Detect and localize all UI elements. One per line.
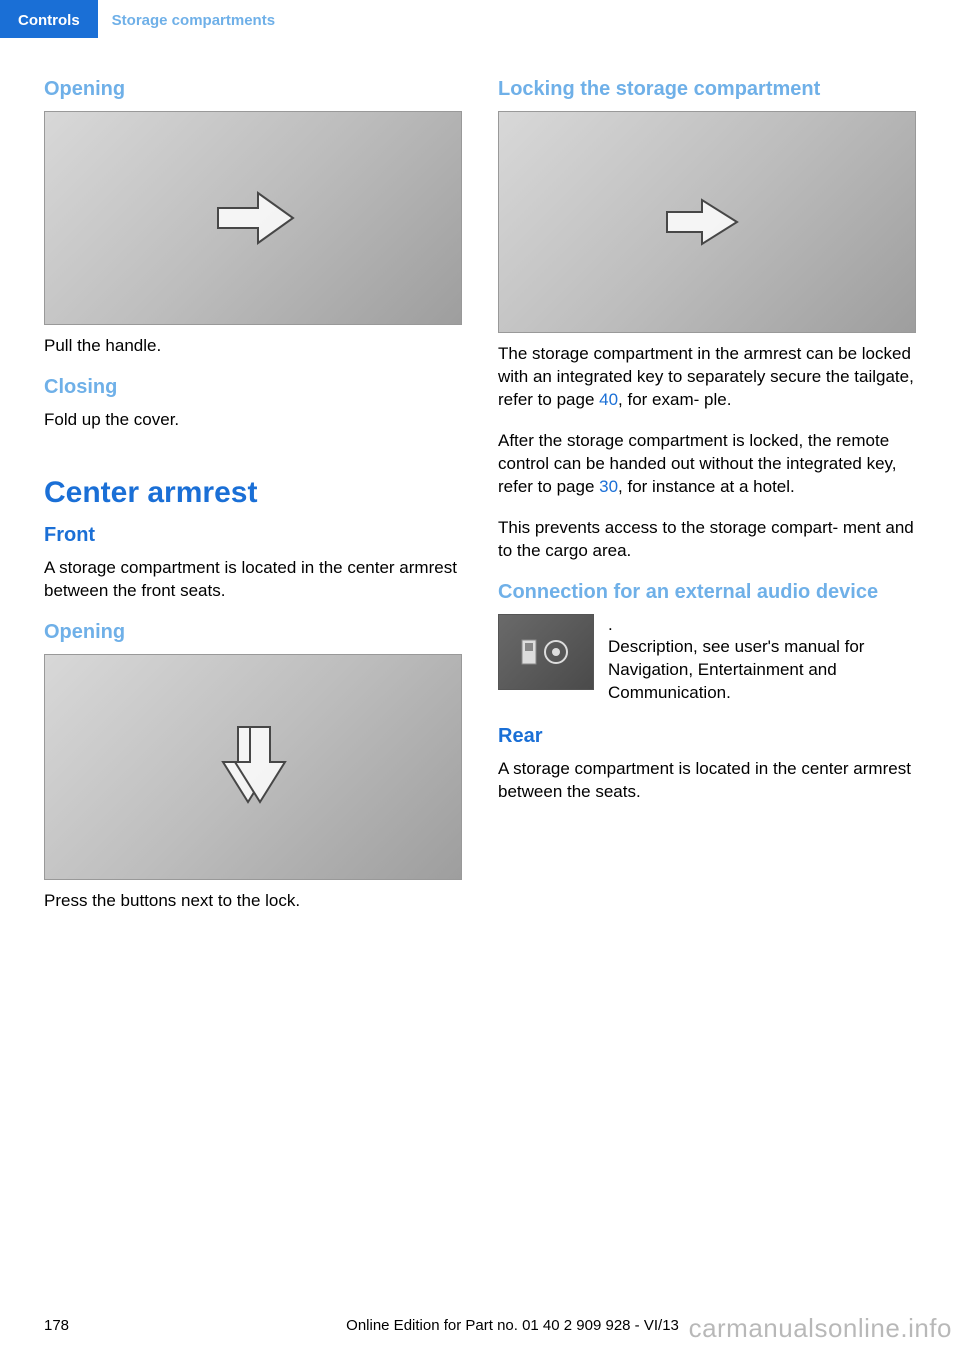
caption-opening: Pull the handle.: [44, 335, 462, 358]
usb-aux-icon: [516, 632, 576, 672]
header-tab-controls: Controls: [0, 0, 98, 38]
text-locking-p1: The storage compartment in the armrest c…: [498, 343, 916, 412]
heading-front: Front: [44, 524, 462, 547]
text-closing: Fold up the cover.: [44, 409, 462, 432]
figure-audio-port: [498, 614, 594, 690]
header-bar: Controls Storage compartments: [0, 0, 960, 38]
heading-opening-2: Opening: [44, 621, 462, 644]
heading-locking: Locking the storage compartment: [498, 78, 916, 101]
text-front: A storage compartment is located in the …: [44, 557, 462, 603]
text-locking-p3: This prevents access to the storage comp…: [498, 517, 916, 563]
left-column: Opening Pull the handle. Closing Fold up…: [44, 78, 462, 931]
text-locking-p2: After the storage compartment is locked,…: [498, 430, 916, 499]
header-tab-storage: Storage compartments: [98, 0, 293, 38]
caption-opening-2: Press the buttons next to the lock.: [44, 890, 462, 913]
text-locking-p2b: , for instance at a hotel.: [618, 477, 795, 496]
page-ref-30[interactable]: 30: [599, 477, 618, 496]
heading-opening: Opening: [44, 78, 462, 101]
page-ref-40[interactable]: 40: [599, 390, 618, 409]
page-number: 178: [44, 1317, 69, 1334]
figure-opening-handle: [44, 111, 462, 325]
figure-locking: [498, 111, 916, 333]
text-locking-p1b: , for exam‐ ple.: [618, 390, 731, 409]
arrow-right-icon: [208, 183, 298, 253]
connection-text: Description, see user's manual for Navig…: [608, 636, 916, 705]
figure-opening-buttons: [44, 654, 462, 880]
heading-connection: Connection for an external audio device: [498, 581, 916, 604]
text-rear: A storage compartment is located in the …: [498, 758, 916, 804]
connection-dot: .: [608, 614, 916, 637]
content-area: Opening Pull the handle. Closing Fold up…: [0, 38, 960, 931]
arrow-right-icon: [662, 192, 752, 252]
watermark: carmanualsonline.info: [689, 1313, 952, 1344]
heading-rear: Rear: [498, 725, 916, 748]
header-tab-active-label: Controls: [18, 12, 80, 29]
connection-row: . Description, see user's manual for Nav…: [498, 614, 916, 706]
right-column: Locking the storage compartment The stor…: [498, 78, 916, 931]
connection-text-block: . Description, see user's manual for Nav…: [608, 614, 916, 706]
arrow-down-icon: [213, 722, 293, 812]
header-tab-inactive-label: Storage compartments: [112, 12, 275, 29]
heading-closing: Closing: [44, 376, 462, 399]
heading-center-armrest: Center armrest: [44, 476, 462, 510]
